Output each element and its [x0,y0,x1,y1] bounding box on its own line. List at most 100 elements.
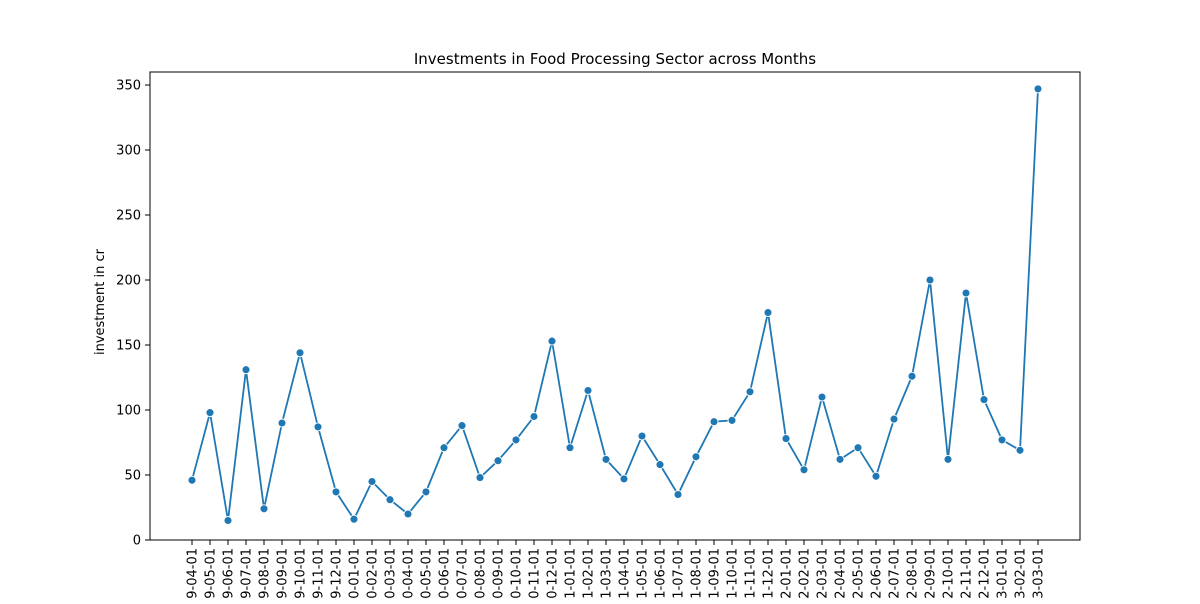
data-point [997,435,1007,445]
x-tick-label: 1-11-01 [744,548,759,599]
x-tick-label: 9-12-01 [330,548,345,599]
data-point [385,495,395,505]
data-point [259,504,269,514]
data-point [637,431,647,441]
data-point [835,454,845,464]
x-tick-label: 1-01-01 [564,548,579,599]
data-point [619,474,629,484]
x-tick-label: 2-05-01 [852,548,867,599]
chart-title: Investments in Food Processing Sector ac… [414,50,816,68]
x-tick-label: 1-07-01 [672,548,687,599]
data-point [979,395,989,405]
y-tick-label: 250 [116,209,141,224]
x-tick-label: 0-10-01 [510,548,525,599]
plot-frame [149,71,1081,541]
data-point [727,415,737,425]
x-tick-label: 2-09-01 [924,548,939,599]
data-point [349,514,359,524]
x-tick-label: 2-07-01 [888,548,903,599]
data-point [529,412,539,421]
x-tick-label: 1-09-01 [708,548,723,599]
data-point [403,509,413,519]
y-tick-label: 300 [116,144,141,159]
data-point [799,465,809,475]
x-tick-label: 2-01-01 [780,548,795,599]
y-tick-label: 50 [124,469,141,484]
y-tick-label: 200 [116,274,141,289]
x-tick-label: 9-05-01 [204,548,219,599]
x-tick-label: 0-11-01 [528,548,543,599]
data-point [295,348,305,358]
x-tick-label: 9-11-01 [312,548,327,599]
data-point [475,473,485,483]
data-point [439,443,449,453]
x-tick-label: 0-03-01 [384,548,399,599]
data-point [673,490,683,499]
data-point [1015,445,1025,455]
series-line [191,88,1039,522]
x-tick-label: 0-07-01 [456,548,471,599]
data-point [709,417,719,427]
x-tick-label: 3-03-01 [1032,548,1047,599]
data-point [925,275,935,285]
x-tick-label: 0-05-01 [420,548,435,599]
y-tick-label: 100 [116,404,141,419]
data-point [565,443,575,453]
x-tick-label: 2-10-01 [942,548,957,599]
x-tick-label: 2-04-01 [834,548,849,599]
x-tick-label: 9-10-01 [294,548,309,599]
data-point [187,475,197,485]
x-tick-label: 2-11-01 [960,548,975,599]
x-tick-label: 2-03-01 [816,548,831,599]
data-point [601,454,611,464]
data-point [871,471,881,481]
x-tick-label: 0-04-01 [402,548,417,599]
data-point [763,308,773,317]
y-tick-label: 0 [133,534,141,549]
x-tick-label: 9-07-01 [240,548,255,599]
data-point [655,460,665,470]
x-tick-label: 1-02-01 [582,548,597,599]
x-tick-label: 0-08-01 [474,548,489,599]
data-point [943,454,953,464]
x-tick-label: 0-12-01 [546,548,561,599]
x-tick-label: 2-12-01 [978,548,993,599]
data-point [331,487,341,497]
x-tick-label: 1-08-01 [690,548,705,599]
x-tick-label: 1-12-01 [762,548,777,599]
x-tick-label: 0-09-01 [492,548,507,599]
data-point [457,421,467,431]
data-point [745,387,755,397]
data-point [493,456,503,466]
x-tick-label: 1-06-01 [654,548,669,599]
data-point [853,443,863,453]
y-tick-label: 350 [116,79,141,94]
x-tick-label: 2-08-01 [906,548,921,599]
data-point [421,487,431,497]
x-tick-label: 3-02-01 [1014,548,1029,599]
x-tick-label: 2-06-01 [870,548,885,599]
data-point [889,414,899,424]
x-tick-label: 9-08-01 [258,548,273,599]
data-point [367,477,377,486]
data-point [1033,84,1043,94]
x-tick-label: 9-04-01 [186,548,201,599]
x-tick-label: 9-09-01 [276,548,291,599]
data-point [817,392,827,402]
data-point [223,516,233,525]
x-tick-label: 9-06-01 [222,548,237,599]
x-tick-label: 0-01-01 [348,548,363,599]
data-point [313,422,323,432]
x-tick-label: 2-02-01 [798,548,813,599]
x-tick-label: 3-01-01 [996,548,1011,599]
x-tick-label: 0-06-01 [438,548,453,599]
data-point [547,336,557,346]
y-tick-label: 150 [116,339,141,354]
data-point [781,434,791,444]
y-axis-label: investment in cr [93,248,108,355]
x-tick-label: 1-04-01 [618,548,633,599]
data-point [205,408,215,418]
data-point [583,386,593,395]
